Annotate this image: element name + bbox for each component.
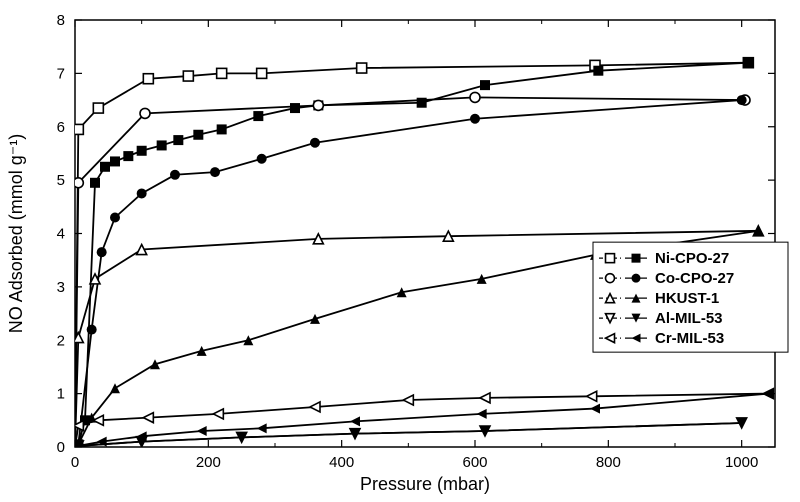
y-tick-label: 6 xyxy=(57,119,65,136)
legend-label: Ni-CPO-27 xyxy=(655,250,729,267)
legend-label: Co-CPO-27 xyxy=(655,270,734,287)
x-axis-title: Pressure (mbar) xyxy=(360,474,490,494)
legend-label: Cr-MIL-53 xyxy=(655,330,724,347)
x-tick-label: 800 xyxy=(596,454,621,471)
legend-label: Al-MIL-53 xyxy=(655,310,723,327)
x-tick-label: 400 xyxy=(329,454,354,471)
series-line-cr-mil-53-filled xyxy=(75,394,768,447)
series-markers-cr-mil-53-filled xyxy=(70,389,773,452)
y-tick-label: 5 xyxy=(57,172,65,189)
x-tick-label: 600 xyxy=(462,454,487,471)
y-tick-label: 1 xyxy=(57,386,65,403)
y-tick-label: 8 xyxy=(57,12,65,29)
legend: Ni-CPO-27 Co-CPO-27 HKUST-1 Al-MIL-53 Cr-MIL… xyxy=(593,242,788,352)
legend-label: HKUST-1 xyxy=(655,290,719,307)
y-tick-label: 3 xyxy=(57,279,65,296)
x-tick-label: 0 xyxy=(71,454,79,471)
y-axis-title: NO Adsorbed (mmol g⁻¹) xyxy=(6,134,26,334)
y-tick-label: 0 xyxy=(57,439,65,456)
y-tick-label: 2 xyxy=(57,332,65,349)
x-tick-label: 1000 xyxy=(725,454,758,471)
y-tick-label: 4 xyxy=(57,226,65,243)
series-markers-cr-mil-53-open xyxy=(70,389,773,452)
adsorption-chart: 0 200 400 600 800 1000 0 1 2 3 4 5 6 7 8 Pressure (mbar… xyxy=(0,0,800,502)
series-line-cr-mil-53-open xyxy=(75,394,768,447)
x-tick-label: 200 xyxy=(196,454,221,471)
y-tick-label: 7 xyxy=(57,65,65,82)
